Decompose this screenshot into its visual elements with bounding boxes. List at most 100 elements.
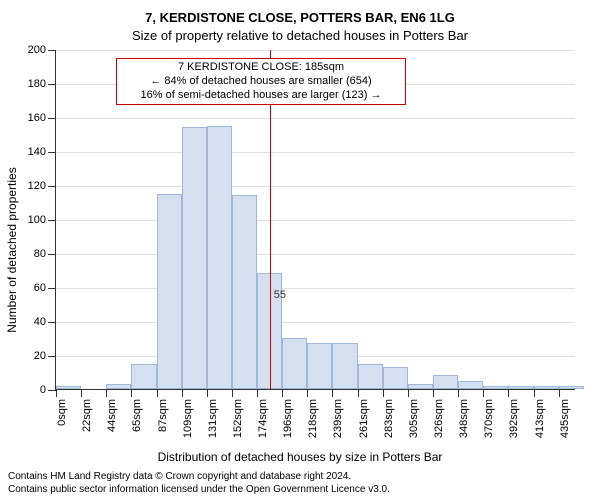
xtick [534, 389, 535, 397]
ytick [48, 84, 56, 85]
xtick-label: 435sqm [559, 399, 571, 438]
y-axis-label: Number of detached properties [5, 167, 19, 332]
gridline-h [56, 118, 575, 119]
xtick [307, 389, 308, 397]
x-axis-label: Distribution of detached houses by size … [0, 450, 600, 464]
ytick-label: 160 [28, 112, 46, 124]
ytick [48, 50, 56, 51]
ytick [48, 390, 56, 391]
annotation-line2: ← 84% of detached houses are smaller (65… [121, 75, 401, 89]
xtick-label: 0sqm [56, 399, 68, 426]
ytick-label: 120 [28, 180, 46, 192]
xtick-label: 392sqm [508, 399, 520, 438]
gridline-h [56, 220, 575, 221]
xtick [458, 389, 459, 397]
xtick [483, 389, 484, 397]
xtick-label: 109sqm [182, 399, 194, 438]
histogram-bar [232, 195, 257, 389]
chart-footer: Contains HM Land Registry data © Crown c… [8, 471, 592, 496]
xtick-label: 305sqm [408, 399, 420, 438]
histogram-bar [106, 384, 131, 389]
ytick-label: 140 [28, 146, 46, 158]
ytick [48, 118, 56, 119]
xtick [358, 389, 359, 397]
ytick-label: 200 [28, 44, 46, 56]
histogram-bar [157, 194, 182, 390]
ytick-label: 0 [40, 384, 46, 396]
ytick [48, 220, 56, 221]
ytick-label: 100 [28, 214, 46, 226]
xtick-label: 326sqm [433, 399, 445, 438]
annotation-box: 7 KERDISTONE CLOSE: 185sqm← 84% of detac… [116, 58, 406, 105]
gridline-h [56, 50, 575, 51]
xtick [182, 389, 183, 397]
xtick [257, 389, 258, 397]
gridline-h [56, 186, 575, 187]
histogram-bar [56, 386, 81, 389]
histogram-bar [358, 364, 383, 390]
histogram-bar [408, 384, 433, 389]
ytick-label: 20 [34, 350, 46, 362]
xtick-label: 65sqm [131, 399, 143, 432]
gridline-h [56, 322, 575, 323]
xtick [157, 389, 158, 397]
ytick-label: 40 [34, 316, 46, 328]
xtick-label: 44sqm [106, 399, 118, 432]
xtick [131, 389, 132, 397]
histogram-bar [207, 126, 232, 390]
xtick-label: 348sqm [458, 399, 470, 438]
xtick [433, 389, 434, 397]
ytick-label: 80 [34, 248, 46, 260]
xtick-label: 174sqm [257, 399, 269, 438]
xtick [559, 389, 560, 397]
xtick [207, 389, 208, 397]
histogram-bar [508, 386, 533, 389]
gridline-h [56, 152, 575, 153]
footer-line1: Contains HM Land Registry data © Crown c… [8, 471, 592, 484]
histogram-bar [483, 386, 508, 389]
histogram-bar [131, 364, 156, 390]
histogram-bar [433, 375, 458, 389]
histogram-bar [182, 127, 207, 389]
ytick [48, 254, 56, 255]
histogram-bar [282, 338, 307, 389]
xtick [332, 389, 333, 397]
xtick-label: 261sqm [358, 399, 370, 438]
histogram-bar [534, 386, 559, 389]
xtick [106, 389, 107, 397]
ytick-label: 180 [28, 78, 46, 90]
ytick [48, 288, 56, 289]
histogram-bar [458, 381, 483, 390]
gridline-h [56, 254, 575, 255]
xtick [232, 389, 233, 397]
xtick [282, 389, 283, 397]
chart-subtitle: Size of property relative to detached ho… [0, 28, 600, 43]
ytick [48, 186, 56, 187]
histogram-bar [383, 367, 408, 389]
chart-title: 7, KERDISTONE CLOSE, POTTERS BAR, EN6 1L… [0, 10, 600, 25]
xtick-label: 131sqm [207, 399, 219, 438]
ytick [48, 322, 56, 323]
xtick-label: 152sqm [232, 399, 244, 438]
xtick [408, 389, 409, 397]
plot-area: 0204060801001201401601802000sqm22sqm44sq… [55, 50, 575, 390]
annotation-line3: 16% of semi-detached houses are larger (… [121, 89, 401, 103]
xtick-label: 370sqm [483, 399, 495, 438]
xtick-label: 22sqm [81, 399, 93, 432]
ytick [48, 152, 56, 153]
xtick-label: 87sqm [157, 399, 169, 432]
xtick [56, 389, 57, 397]
histogram-bar [559, 386, 584, 389]
xtick-label: 413sqm [534, 399, 546, 438]
xtick [508, 389, 509, 397]
ytick [48, 356, 56, 357]
xtick [81, 389, 82, 397]
xtick-label: 239sqm [332, 399, 344, 438]
annotation-line1: 7 KERDISTONE CLOSE: 185sqm [121, 61, 401, 75]
xtick-label: 283sqm [383, 399, 395, 438]
annotation-lower-label: 55 [274, 289, 286, 301]
chart-container: 7, KERDISTONE CLOSE, POTTERS BAR, EN6 1L… [0, 0, 600, 500]
xtick-label: 218sqm [307, 399, 319, 438]
xtick-label: 196sqm [282, 399, 294, 438]
histogram-bar [332, 343, 357, 389]
